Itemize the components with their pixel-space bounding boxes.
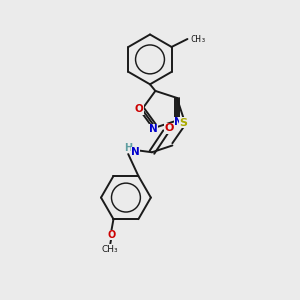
Text: N: N (131, 147, 140, 157)
Text: CH₃: CH₃ (102, 244, 118, 253)
Text: O: O (164, 124, 174, 134)
Text: H: H (124, 143, 132, 153)
Text: N: N (149, 124, 158, 134)
Text: O: O (134, 104, 143, 114)
Text: S: S (180, 118, 188, 128)
Text: CH₃: CH₃ (190, 34, 206, 43)
Text: N: N (174, 117, 183, 128)
Text: O: O (107, 230, 115, 240)
